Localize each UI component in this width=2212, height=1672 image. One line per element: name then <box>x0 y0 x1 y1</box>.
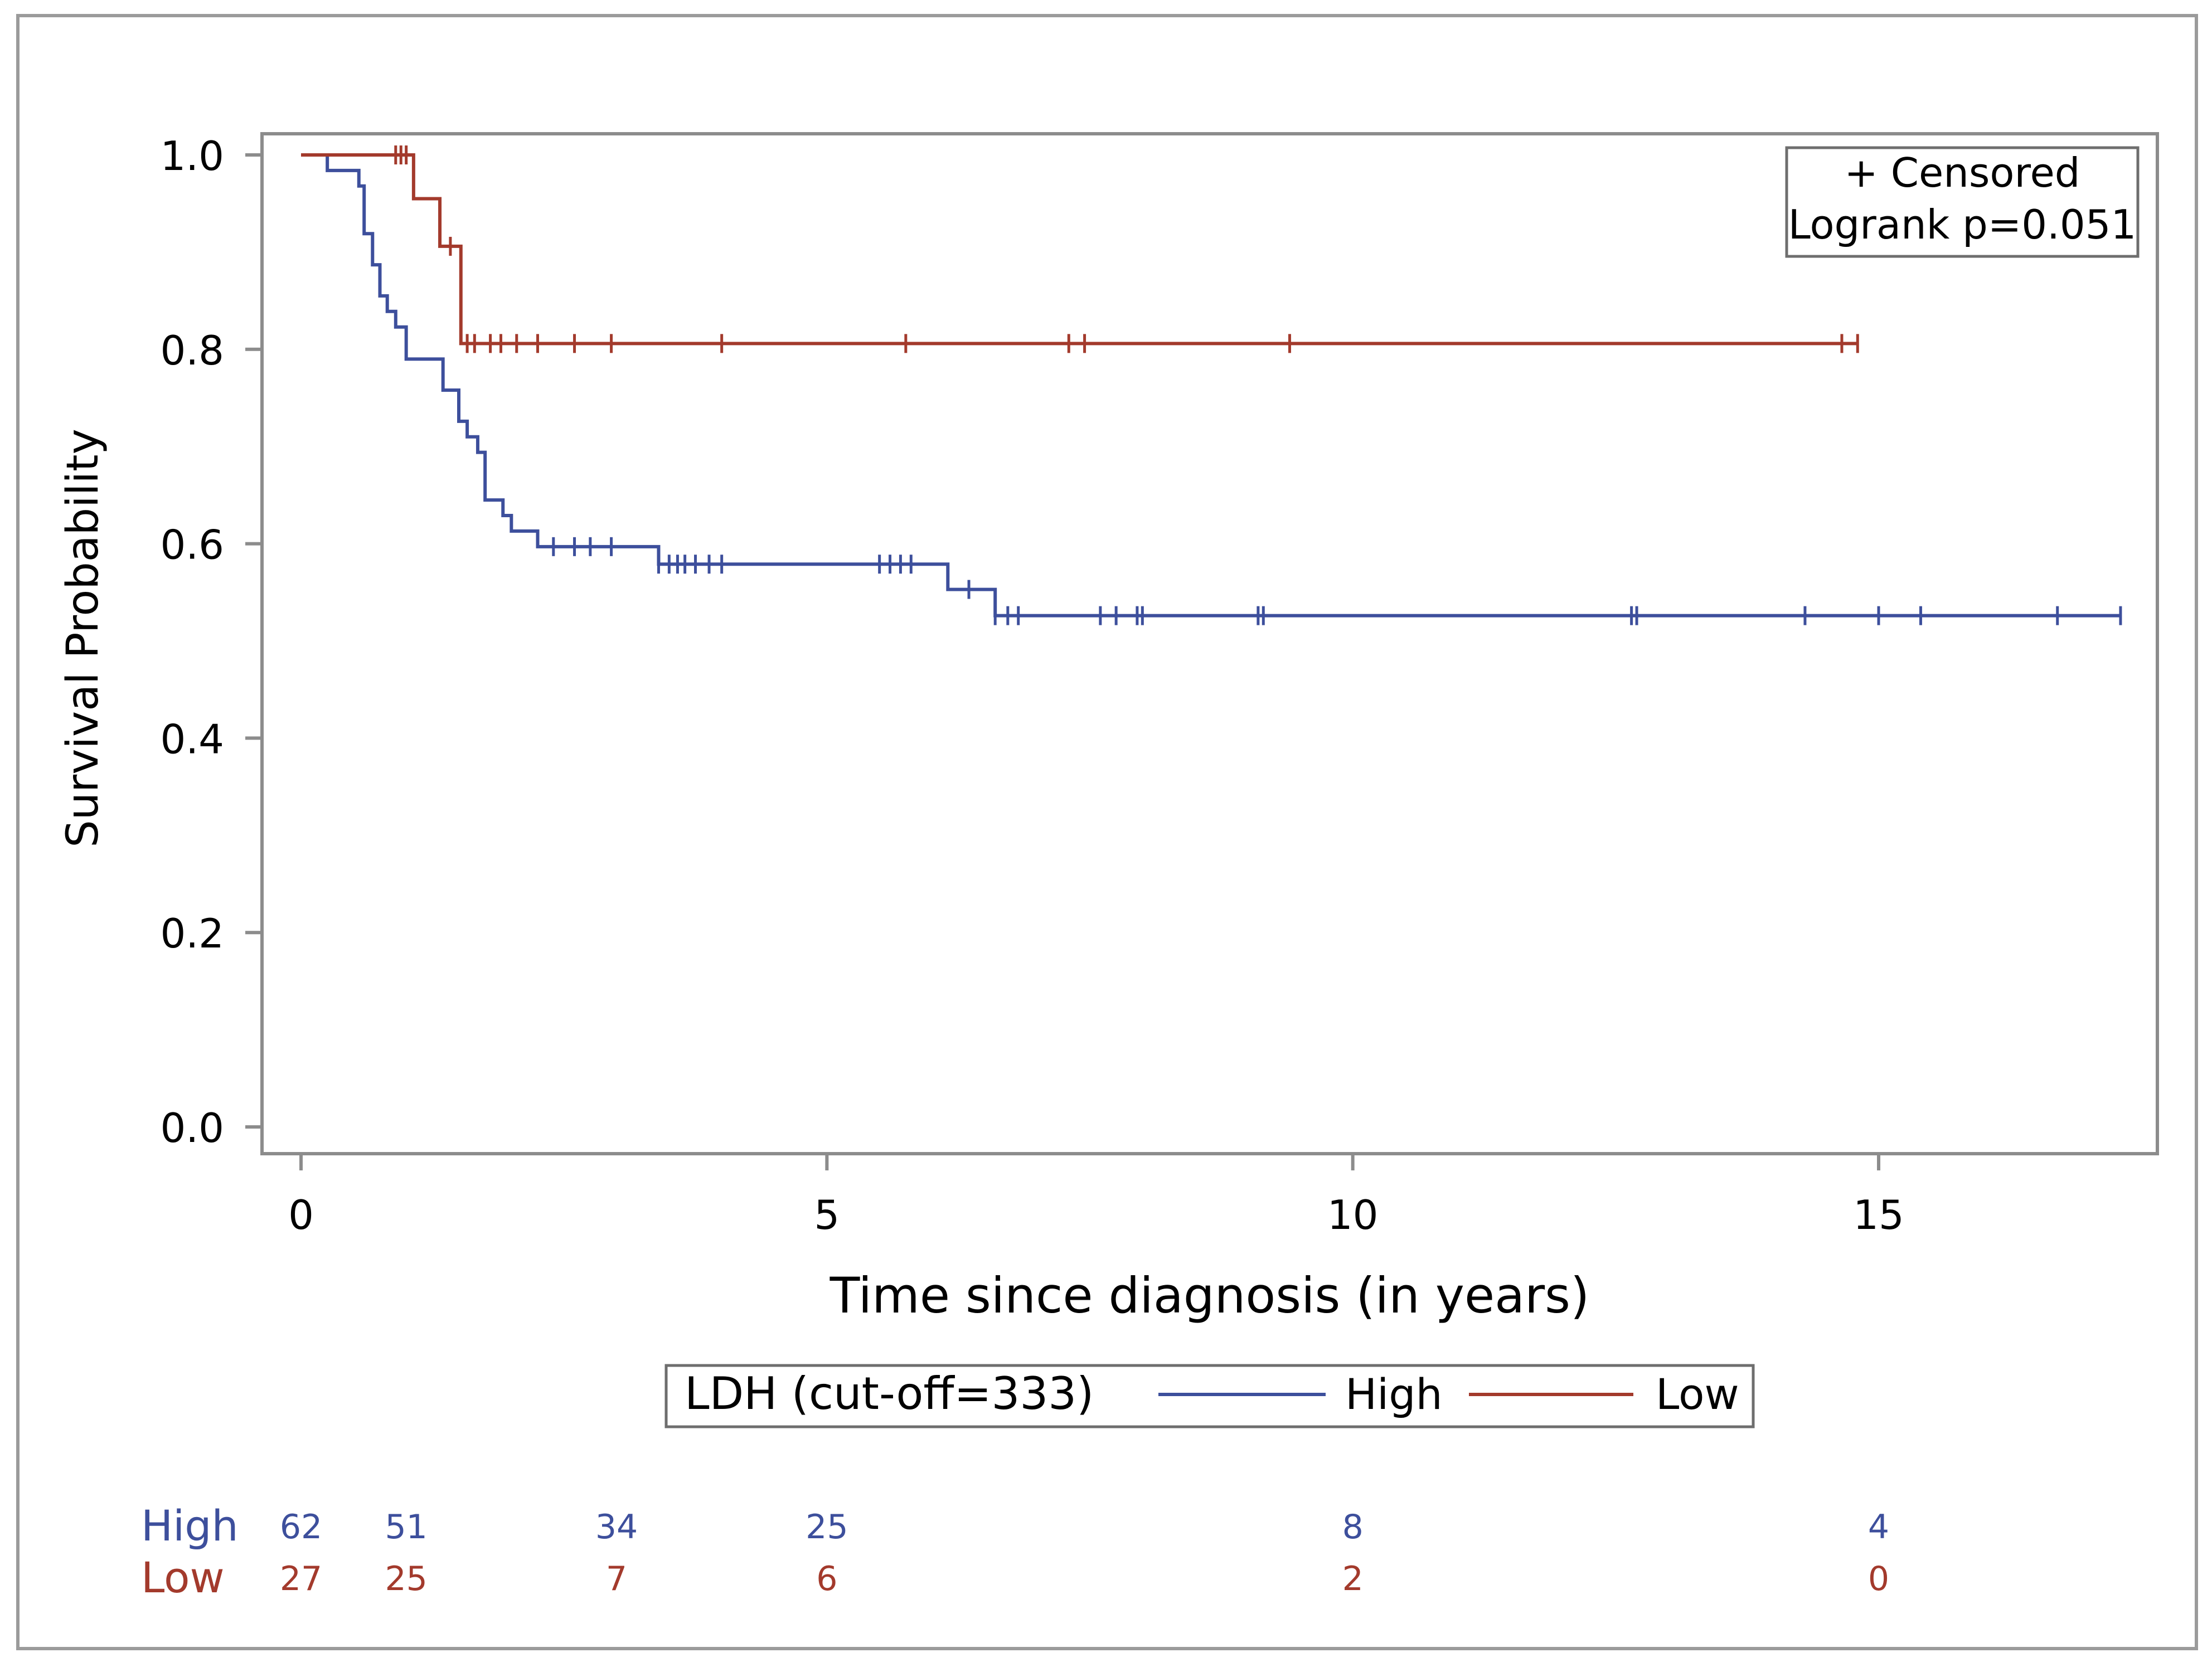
risk-row-label: High <box>141 1501 239 1551</box>
legend-high-label: High <box>1345 1369 1443 1419</box>
risk-count: 0 <box>1868 1559 1889 1598</box>
x-tick-label: 0 <box>288 1192 314 1238</box>
y-tick-label: 0.4 <box>160 716 224 762</box>
inset-box: + Censored Logrank p=0.051 <box>1785 146 2140 258</box>
legend-low-label: Low <box>1656 1369 1739 1419</box>
plot-area <box>260 132 2159 1155</box>
series-layer <box>301 145 2122 625</box>
series-high <box>301 153 2122 625</box>
risk-count: 8 <box>1342 1508 1364 1547</box>
inset-border <box>1785 146 2140 258</box>
y-tick-label: 0.0 <box>160 1105 224 1151</box>
x-tick-label: 5 <box>814 1192 840 1238</box>
survival-curve-high <box>301 153 2121 618</box>
y-tick-label: 1.0 <box>160 133 224 179</box>
risk-count: 6 <box>816 1559 837 1598</box>
y-axis: 0.0 0.2 0.4 0.6 0.8 1.0 <box>160 133 262 1151</box>
risk-count: 25 <box>806 1508 848 1547</box>
risk-count: 27 <box>280 1559 322 1598</box>
y-axis-title: Survival Probability <box>58 429 108 848</box>
y-tick-label: 0.8 <box>160 327 224 374</box>
legend: LDH (cut-off=333) High Low <box>664 1364 1755 1428</box>
risk-count: 62 <box>280 1508 322 1547</box>
legend-title: LDH (cut-off=333) <box>685 1368 1094 1420</box>
x-axis: 0 5 10 15 <box>288 1154 1904 1238</box>
risk-count: 4 <box>1868 1508 1889 1547</box>
y-tick-label: 0.6 <box>160 522 224 568</box>
x-tick-label: 10 <box>1327 1192 1379 1238</box>
series-low <box>301 145 1859 353</box>
survival-curve-low <box>301 153 1858 346</box>
x-axis-title: Time since diagnosis (in years) <box>830 1267 1590 1324</box>
risk-count: 34 <box>595 1508 638 1547</box>
risk-count: 25 <box>385 1559 427 1598</box>
risk-count: 51 <box>385 1508 427 1547</box>
risk-row-label: Low <box>141 1553 225 1602</box>
outer-border <box>16 14 2198 1650</box>
x-tick-label: 15 <box>1853 1192 1904 1238</box>
risk-count: 7 <box>606 1559 627 1598</box>
y-tick-label: 0.2 <box>160 910 224 957</box>
censored-label: + Censored <box>1845 149 2080 196</box>
risk-count: 2 <box>1342 1559 1364 1598</box>
logrank-label: Logrank p=0.051 <box>1788 201 2137 248</box>
